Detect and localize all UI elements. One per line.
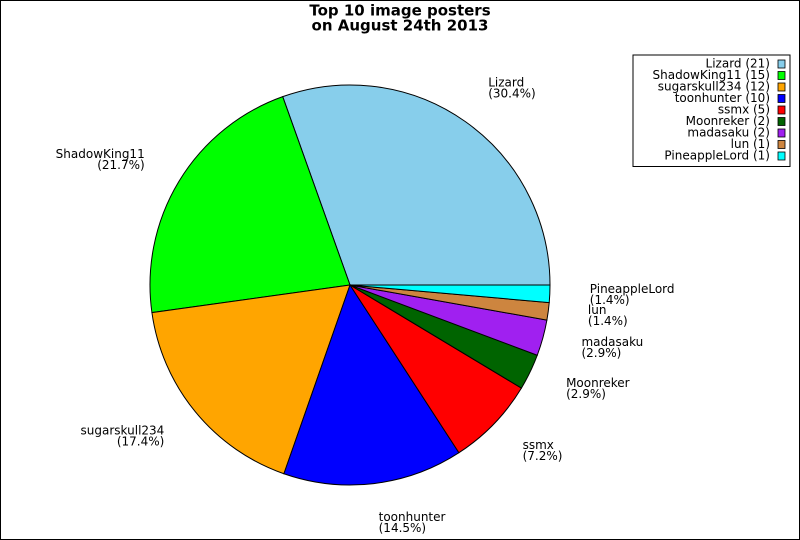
slice-label: lun	[588, 303, 607, 317]
slice-percent: (2.9%)	[581, 346, 621, 360]
pie-slice	[282, 84, 551, 286]
legend-swatch	[777, 140, 786, 149]
slice-label: Lizard	[488, 75, 524, 89]
legend-label: PineappleLord (1)	[664, 149, 770, 163]
slice-label: sugarskull234	[81, 424, 165, 438]
legend-swatch	[777, 105, 786, 115]
legend-label: Moonreker (2)	[686, 114, 770, 128]
pie-slice	[149, 96, 351, 314]
slice-percent: (1.4%)	[588, 314, 628, 328]
legend-swatch	[777, 117, 786, 126]
slice-percent: (1.4%)	[590, 293, 630, 307]
legend-label: madasaku (2)	[687, 126, 770, 140]
legend-swatch	[777, 59, 786, 69]
slice-label: toonhunter	[379, 510, 446, 524]
slice-label: PineappleLord	[590, 282, 675, 296]
legend-swatch	[777, 128, 786, 138]
slice-label: Moonreker	[566, 376, 630, 390]
legend-swatch	[777, 82, 786, 92]
chart-subtitle: on August 24th 2013	[312, 17, 489, 35]
slice-label: ssmx	[523, 438, 554, 452]
legend-box	[632, 54, 791, 167]
legend-label: sugarskull234 (12)	[658, 80, 770, 94]
pie-slice	[349, 284, 551, 304]
legend-label: ssmx (5)	[718, 103, 770, 117]
legend-label: lun (1)	[731, 137, 770, 151]
slice-label: ShadowKing11	[56, 147, 145, 161]
chart-title: Top 10 image posters	[309, 2, 490, 20]
legend-swatch	[777, 71, 786, 80]
slice-percent: (7.2%)	[523, 449, 563, 463]
legend-label: Lizard (21)	[706, 57, 770, 71]
slice-percent: (17.4%)	[117, 435, 164, 449]
legend-label: ShadowKing11 (15)	[653, 68, 771, 82]
pie-slice	[283, 283, 460, 486]
slice-label: madasaku	[581, 335, 643, 349]
legend-swatch	[777, 94, 786, 103]
slice-percent: (14.5%)	[379, 521, 426, 535]
slice-percent: (30.4%)	[488, 86, 535, 100]
pie-slice	[151, 284, 351, 475]
slice-percent: (2.9%)	[566, 387, 606, 401]
slice-percent: (21.7%)	[97, 158, 144, 172]
legend-label: toonhunter (10)	[675, 91, 770, 105]
legend-swatch	[777, 151, 786, 161]
